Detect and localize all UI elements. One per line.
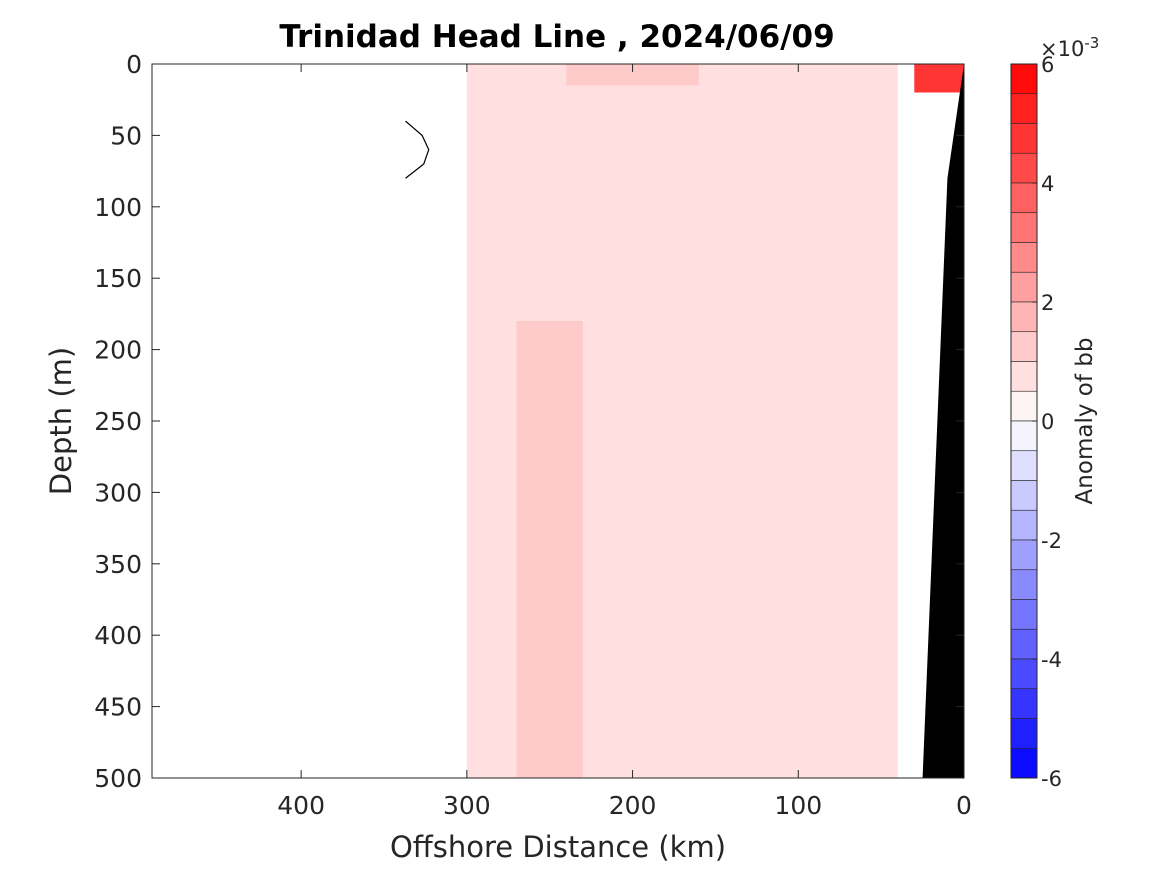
x-axis: 400 300 200 100 0 (277, 64, 972, 820)
colorbar-tick-label: 0 (1041, 410, 1054, 434)
colorbar-cell (1010, 301, 1038, 333)
colorbar-cell (1010, 747, 1038, 779)
y-axis-label: Depth (m) (44, 347, 78, 495)
colorbar-cell (1010, 242, 1038, 273)
colorbar-cell (1010, 63, 1038, 95)
y-tick-label: 400 (94, 621, 142, 650)
colorbar-cell (1010, 539, 1038, 571)
y-axis: 0 50 100 150 200 250 300 350 400 450 500 (94, 50, 964, 793)
x-tick-label: 100 (774, 791, 822, 820)
colorbar-cell (1010, 420, 1038, 452)
x-axis-label: Offshore Distance (km) (390, 830, 726, 864)
colorbar-cell (1010, 480, 1038, 511)
y-tick-label: 300 (94, 478, 142, 507)
colorbar-cell (1010, 212, 1038, 243)
anomaly-field (466, 64, 964, 778)
colorbar-cell (1010, 450, 1038, 481)
zero-contour-line (405, 120, 430, 179)
anomaly-region-3 (566, 64, 699, 86)
plot-area: 400 300 200 100 0 0 50 100 150 200 250 300 350 400 45… (94, 50, 972, 820)
y-tick-label: 450 (94, 693, 142, 722)
colorbar-tick-label: 6 (1041, 53, 1054, 77)
colorbar-cell (1010, 123, 1038, 154)
colorbar-cell (1010, 271, 1038, 303)
colorbar-tick-label: -4 (1041, 648, 1062, 672)
anomaly-region-2 (516, 321, 583, 778)
colorbar-cell (1010, 509, 1038, 541)
anomaly-region-1 (503, 64, 898, 778)
colorbar-tick-label: -6 (1041, 767, 1062, 791)
colorbar-ticks: -6 -4 -2 0 2 4 6 (1032, 53, 1062, 791)
colorbar-cell (1010, 688, 1038, 719)
colorbar-cell (1010, 658, 1038, 690)
y-tick-label: 100 (94, 193, 142, 222)
bathymetry-seafloor (917, 64, 964, 778)
anomaly-region-0 (466, 64, 504, 778)
colorbar-cell (1010, 182, 1038, 214)
colorbar-cell (1010, 331, 1038, 362)
colorbar-tick-label: -2 (1041, 529, 1062, 553)
colorbar-cell (1010, 93, 1038, 124)
colorbar-cell (1010, 390, 1038, 422)
colorbar-cell (1010, 361, 1038, 392)
colorbar-cell (1010, 718, 1038, 749)
y-tick-label: 50 (110, 121, 142, 150)
colorbar-cell (1010, 569, 1038, 600)
colorbar-cell (1010, 599, 1038, 630)
colorbar-cell (1010, 152, 1038, 184)
y-tick-label: 250 (94, 407, 142, 436)
colorbar-tick-label: 2 (1041, 291, 1054, 315)
x-tick-label: 300 (443, 791, 491, 820)
y-tick-label: 500 (94, 764, 142, 793)
chart-title: Trinidad Head Line , 2024/06/09 (279, 19, 834, 55)
y-tick-label: 350 (94, 550, 142, 579)
x-tick-label: 0 (956, 791, 972, 820)
x-tick-label: 200 (609, 791, 657, 820)
colorbar-label: Anomaly of bb (1072, 338, 1098, 505)
colorbar-cell (1010, 628, 1038, 660)
y-tick-label: 0 (126, 50, 142, 79)
anomaly-region-4 (914, 64, 964, 93)
y-tick-label: 150 (94, 264, 142, 293)
y-tick-label: 200 (94, 336, 142, 365)
colorbar-multiplier: ×10-3 (1040, 34, 1099, 61)
x-tick-label: 400 (277, 791, 325, 820)
colorbar-tick-label: 4 (1041, 172, 1054, 196)
colorbar: -6 -4 -2 0 2 4 6 ×10-3 Anomaly of bb (1010, 34, 1099, 791)
